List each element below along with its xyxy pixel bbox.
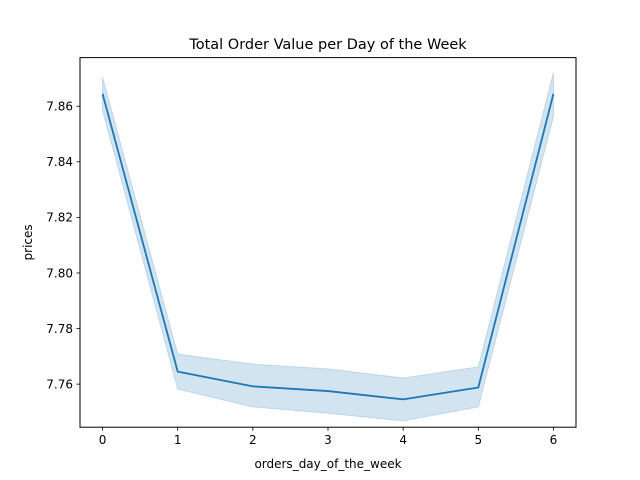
x-axis-title: orders_day_of_the_week: [254, 457, 401, 471]
y-tick-label: 7.78: [46, 322, 73, 336]
x-tick-label: 5: [474, 433, 482, 447]
series-0-line: [101, 93, 555, 401]
y-tick-label: 7.84: [46, 155, 73, 169]
y-axis: 7.76 7.78 7.80 7.82 7.84 7.86: [46, 100, 80, 391]
y-tick-label: 7.76: [46, 377, 73, 391]
x-tick-label: 6: [550, 433, 558, 447]
x-tick-label: 3: [324, 433, 332, 447]
x-tick-label: 0: [99, 433, 107, 447]
y-tick-label: 7.80: [46, 266, 73, 280]
x-tick-label: 1: [174, 433, 182, 447]
chart-title: Total Order Value per Day of the Week: [188, 37, 467, 53]
x-tick-label: 2: [249, 433, 257, 447]
y-tick-label: 7.86: [46, 100, 73, 114]
y-tick-label: 7.82: [46, 211, 73, 225]
plot-area: [101, 72, 555, 422]
series-0-confidence-band: [102, 72, 554, 422]
x-axis: 0 1 2 3 4 5 6: [99, 427, 558, 447]
y-axis-title: prices: [21, 224, 35, 260]
x-tick-label: 4: [399, 433, 407, 447]
